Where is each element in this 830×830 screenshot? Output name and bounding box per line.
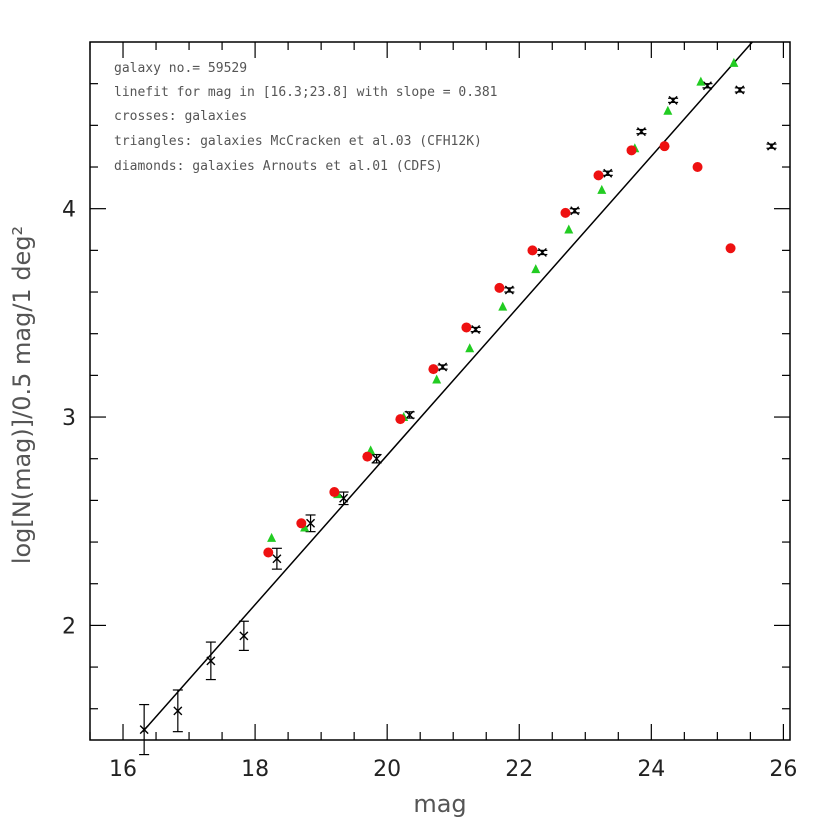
arnouts-diamond-point bbox=[395, 414, 406, 425]
galaxy-cross-point bbox=[668, 95, 679, 105]
cross-stroke bbox=[438, 362, 448, 372]
x-tick-label: 20 bbox=[373, 757, 401, 782]
x-tick-label: 18 bbox=[241, 757, 269, 782]
annotation-line-4: triangles: galaxies McCracken et al.03 (… bbox=[114, 134, 482, 149]
cross-stroke bbox=[206, 656, 216, 666]
cross-stroke bbox=[173, 706, 183, 716]
annotation-line-5: diamonds: galaxies Arnouts et al.01 (CDF… bbox=[114, 159, 443, 174]
arnouts-diamond-point bbox=[527, 245, 538, 256]
annotation-line-1: galaxy no.= 59529 bbox=[114, 61, 247, 76]
cross-stroke bbox=[636, 127, 646, 137]
mccracken-triangle-point bbox=[564, 224, 574, 234]
x-tick-label: 16 bbox=[109, 757, 137, 782]
mccracken-triangle-point bbox=[432, 374, 442, 384]
y-tick-label: 2 bbox=[62, 614, 76, 639]
x-tick-label: 26 bbox=[769, 757, 797, 782]
arnouts-diamond-point bbox=[626, 145, 637, 156]
cross-stroke bbox=[767, 141, 777, 151]
cross-stroke bbox=[405, 410, 415, 420]
galaxy-cross-point bbox=[238, 620, 249, 652]
galaxy-cross-point bbox=[636, 127, 647, 137]
mccracken-triangle-point bbox=[663, 105, 673, 115]
galaxy-cross-point bbox=[569, 206, 580, 216]
annotation-block: galaxy no.= 59529 linefit for mag in [16… bbox=[114, 61, 498, 174]
galaxy-cross-point bbox=[504, 285, 515, 295]
cross-stroke bbox=[570, 206, 580, 216]
arnouts-diamond-point bbox=[263, 547, 274, 558]
galaxy-cross-point bbox=[404, 410, 415, 420]
x-tick-label: 24 bbox=[637, 757, 665, 782]
annotation-line-2: linefit for mag in [16.3;23.8] with slop… bbox=[114, 85, 498, 100]
cross-stroke bbox=[339, 493, 349, 503]
cross-stroke bbox=[702, 81, 712, 91]
mccracken-triangle-point bbox=[267, 532, 277, 542]
y-tick-label: 4 bbox=[62, 198, 76, 223]
cross-stroke bbox=[139, 725, 149, 735]
arnouts-diamond-point bbox=[494, 282, 505, 293]
cross-stroke bbox=[471, 325, 481, 335]
x-tick-label: 22 bbox=[505, 757, 533, 782]
y-axis-label: log[N(mag)]/0.5 mag/1 deg² bbox=[8, 226, 36, 564]
arnouts-diamond-point bbox=[725, 243, 736, 254]
galaxy-cross-point bbox=[139, 703, 150, 756]
arnouts-diamond-point bbox=[428, 364, 439, 375]
mccracken-triangle-point bbox=[696, 76, 706, 86]
galaxy-cross-point bbox=[205, 641, 216, 681]
galaxy-cross-point bbox=[470, 325, 481, 335]
mccracken-triangle-point bbox=[597, 184, 607, 194]
arnouts-diamond-point bbox=[593, 170, 604, 181]
axis-ticks bbox=[89, 42, 790, 740]
cross-stroke bbox=[668, 95, 678, 105]
plot-frame bbox=[89, 41, 791, 741]
galaxy-cross-point bbox=[766, 141, 777, 151]
galaxy-cross-point bbox=[437, 362, 448, 372]
arnouts-diamond-point bbox=[329, 487, 340, 498]
data-marks bbox=[139, 41, 777, 756]
mccracken-triangle-point bbox=[498, 301, 508, 311]
cross-stroke bbox=[239, 631, 249, 641]
arnouts-diamond-point bbox=[461, 322, 472, 333]
cross-stroke bbox=[537, 247, 547, 257]
galaxy-cross-point bbox=[271, 547, 282, 570]
galaxy-cross-point bbox=[371, 453, 382, 464]
arnouts-diamond-point bbox=[659, 141, 670, 152]
arnouts-diamond-point bbox=[296, 518, 307, 529]
mccracken-triangle-point bbox=[465, 343, 475, 353]
linefit-line bbox=[142, 41, 753, 733]
cross-stroke bbox=[272, 554, 282, 564]
annotation-line-3: crosses: galaxies bbox=[114, 109, 247, 124]
cross-stroke bbox=[735, 85, 745, 95]
mccracken-triangle-point bbox=[729, 57, 739, 67]
cross-stroke bbox=[504, 285, 514, 295]
cross-stroke bbox=[372, 454, 382, 464]
galaxy-cross-point bbox=[537, 247, 548, 257]
galaxy-cross-point bbox=[602, 168, 613, 178]
galaxy-cross-point bbox=[305, 514, 316, 533]
galaxy-cross-point bbox=[338, 491, 349, 506]
cross-stroke bbox=[603, 168, 613, 178]
galaxy-cross-point bbox=[734, 85, 745, 95]
arnouts-diamond-point bbox=[362, 451, 373, 462]
y-tick-label: 3 bbox=[62, 406, 76, 431]
mccracken-triangle-point bbox=[531, 264, 541, 274]
cross-stroke bbox=[306, 518, 316, 528]
arnouts-diamond-point bbox=[692, 162, 703, 173]
galaxy-cross-point bbox=[172, 689, 183, 733]
x-axis-label: mag bbox=[413, 790, 466, 818]
arnouts-diamond-point bbox=[560, 207, 571, 218]
tick-labels: 16 18 20 22 24 26 2 3 4 bbox=[62, 198, 797, 782]
